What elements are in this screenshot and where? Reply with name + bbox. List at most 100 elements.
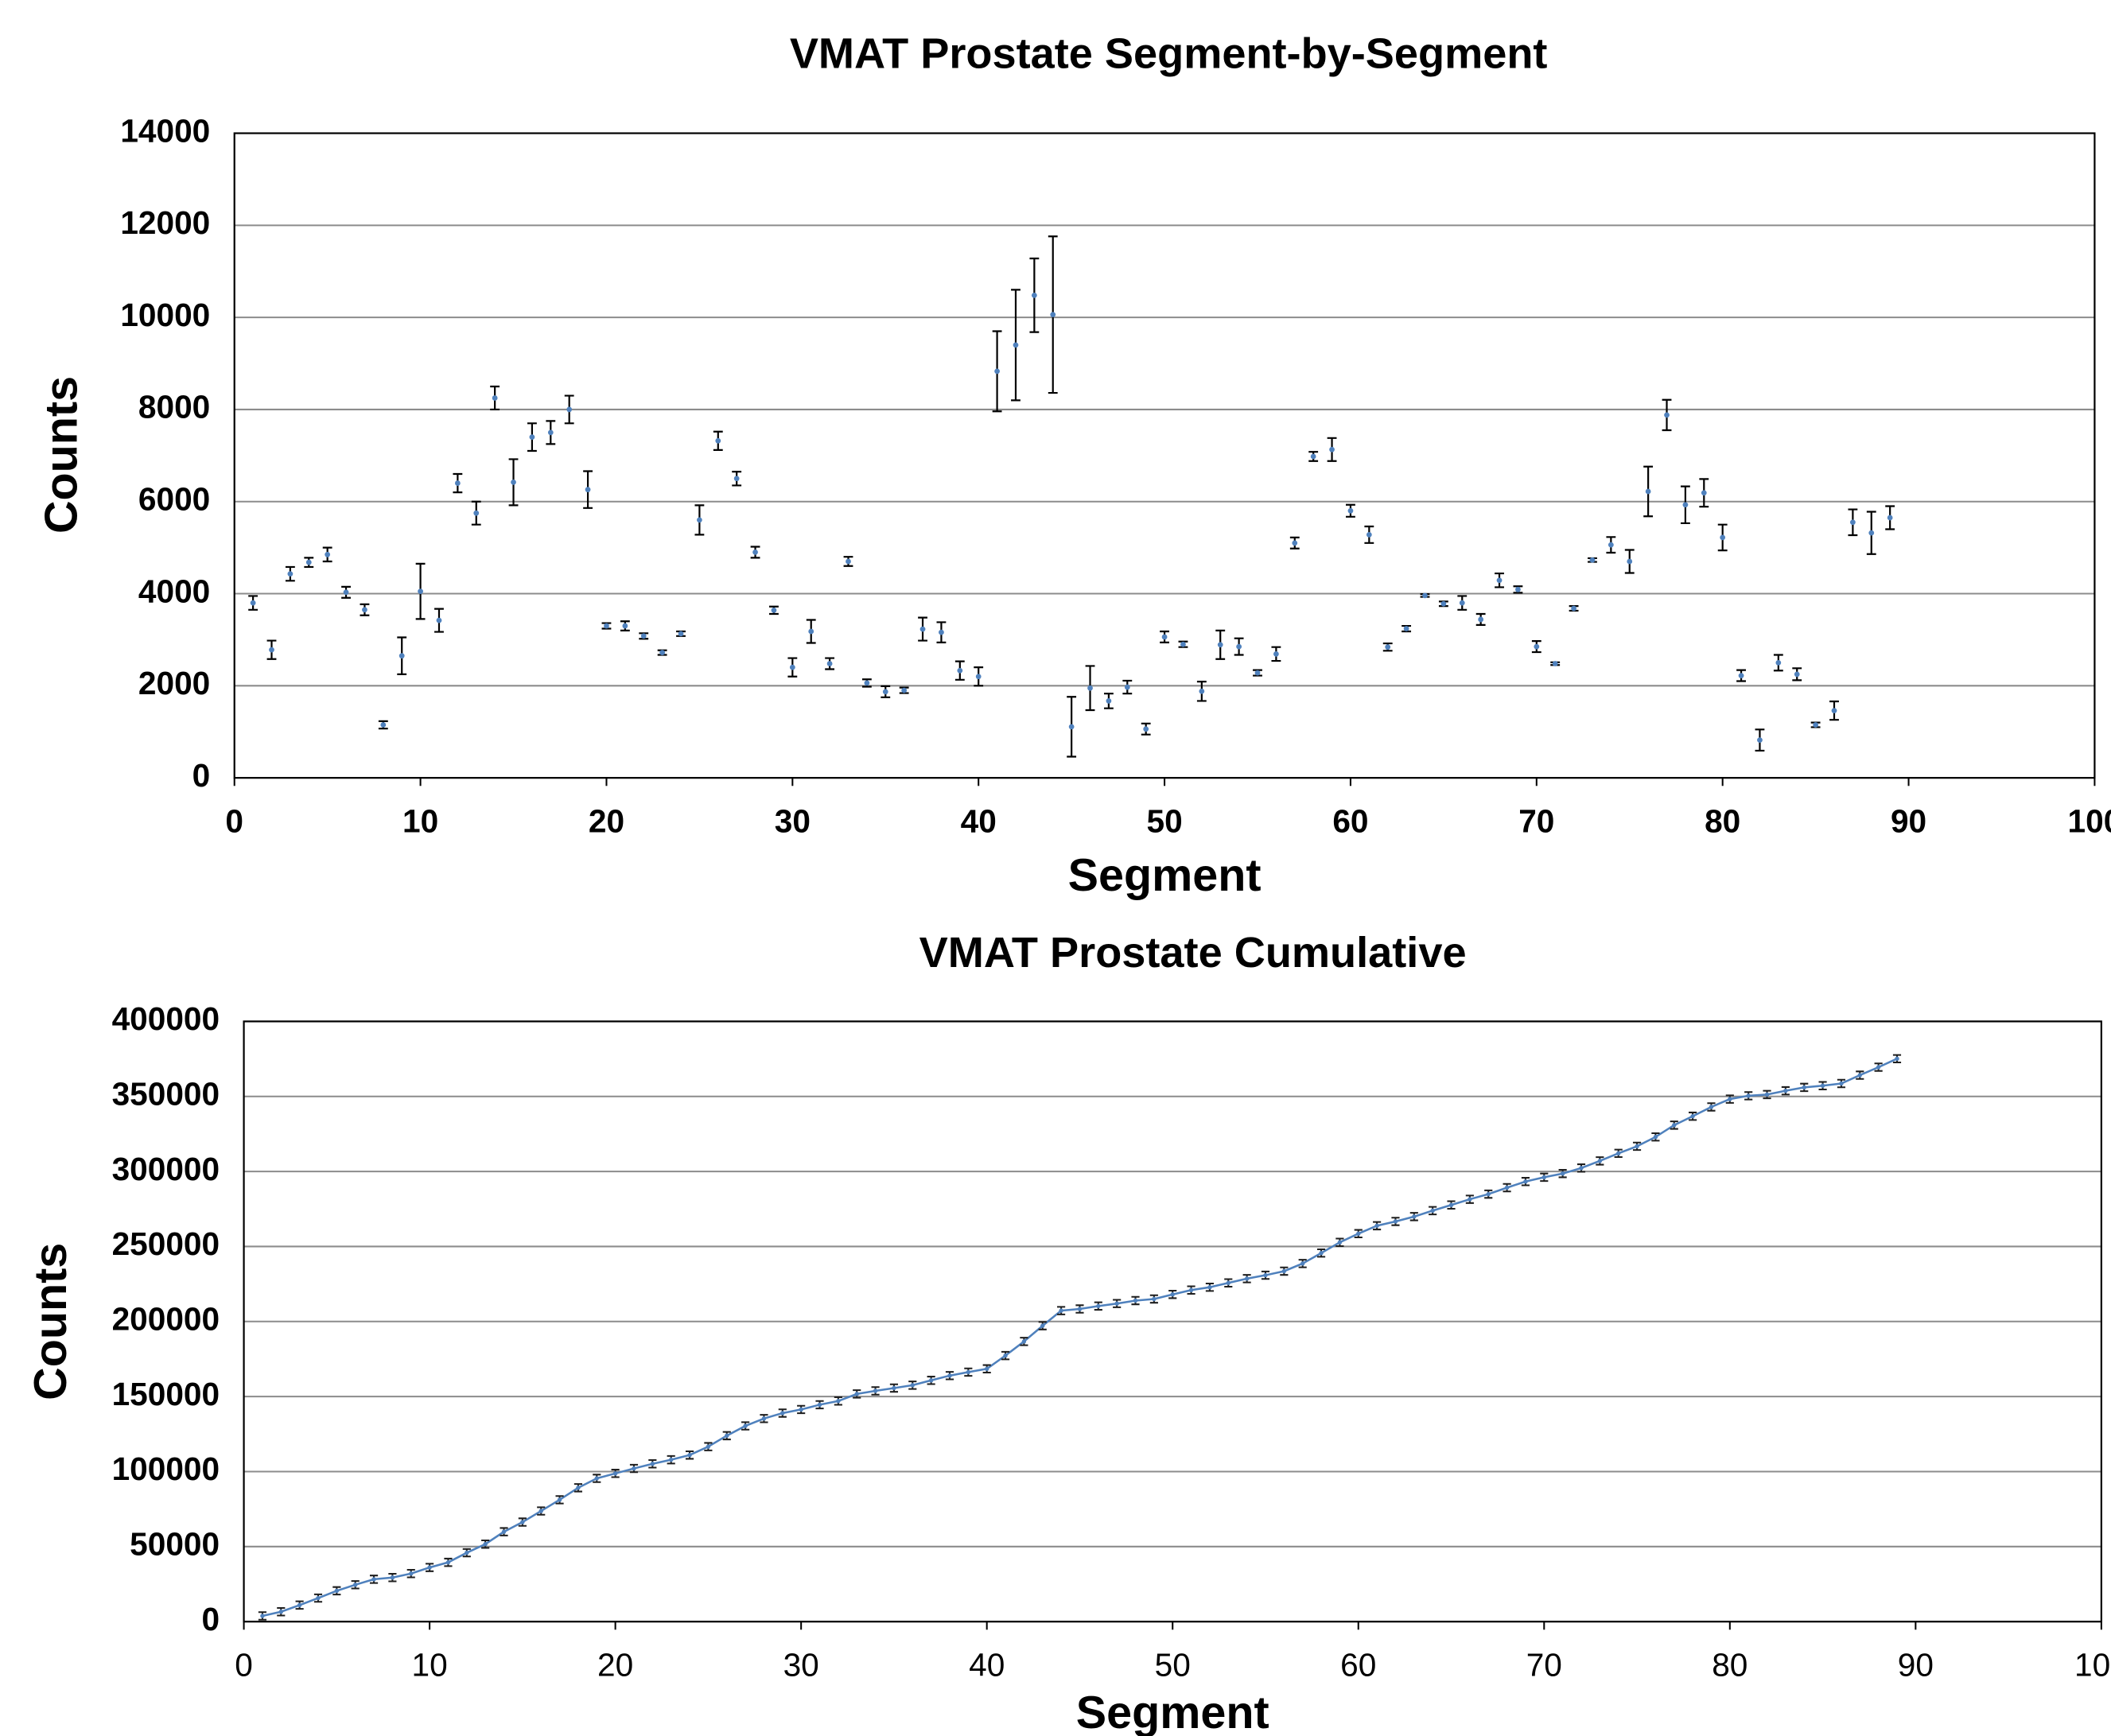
x-tick-label: 80 [1712, 1646, 1748, 1683]
x-tick-label: 10 [412, 1646, 448, 1683]
point [1597, 1159, 1603, 1163]
point [1757, 737, 1763, 744]
y-tick-label: 6000 [138, 480, 210, 517]
point [409, 1571, 414, 1576]
point [846, 558, 851, 565]
y-tick-label: 250000 [112, 1225, 220, 1262]
point [305, 559, 312, 565]
point [928, 1378, 934, 1383]
point [352, 1583, 358, 1587]
point [910, 1383, 915, 1388]
point [1608, 542, 1614, 548]
point [1133, 1298, 1138, 1303]
point [1839, 1081, 1844, 1086]
point [808, 628, 814, 635]
point [1478, 616, 1484, 623]
point [1347, 507, 1354, 514]
x-tick-label: 0 [235, 1646, 253, 1683]
x-tick-label: 70 [1526, 1646, 1562, 1683]
point [975, 674, 982, 680]
point [343, 589, 349, 596]
y-tick-label: 350000 [112, 1075, 220, 1112]
point [1236, 643, 1242, 650]
y-tick-label: 300000 [112, 1151, 220, 1187]
point [390, 1575, 395, 1580]
point [1709, 1105, 1714, 1109]
point [278, 1610, 283, 1614]
point [465, 1550, 469, 1555]
point [1653, 1134, 1658, 1140]
point [427, 1565, 432, 1570]
x-tick-label: 10 [402, 802, 438, 839]
point [511, 480, 516, 485]
point [269, 647, 274, 653]
line [262, 1058, 1898, 1618]
point [585, 487, 591, 493]
point [1096, 1303, 1101, 1309]
point [1764, 1092, 1770, 1097]
point [994, 368, 1000, 375]
x-tick-label: 70 [1518, 802, 1554, 839]
point [1486, 1191, 1491, 1197]
point [725, 1433, 729, 1439]
point [659, 650, 666, 656]
point [854, 1392, 859, 1396]
y-axis-title: Counts [37, 376, 87, 534]
x-tick-label: 90 [1898, 1646, 1934, 1683]
point [1021, 1339, 1027, 1344]
point [733, 476, 740, 482]
plot-frame [243, 1020, 2102, 1623]
point [1180, 641, 1186, 647]
point [1831, 708, 1837, 713]
point [780, 1411, 785, 1416]
chart-title: VMAT Prostate Segment-by-Segment [790, 29, 1548, 77]
y-axis-title: Counts [25, 1243, 76, 1400]
x-tick-label: 30 [775, 802, 811, 839]
point [706, 1444, 711, 1449]
x-tick-label: 80 [1705, 802, 1740, 839]
point [1448, 1202, 1454, 1207]
point [799, 1407, 803, 1412]
x-tick-label: 40 [969, 1646, 1005, 1683]
x-tick-label: 100 [2068, 802, 2111, 839]
point [761, 1416, 767, 1421]
point [501, 1529, 507, 1534]
point [520, 1520, 525, 1524]
y-tick-label: 10000 [120, 297, 210, 333]
point [817, 1402, 822, 1408]
point [892, 1385, 896, 1391]
point [1820, 1083, 1825, 1088]
point [1813, 722, 1818, 728]
point [1738, 673, 1744, 678]
point [957, 667, 963, 674]
point [576, 1486, 581, 1490]
point [1412, 1214, 1417, 1219]
point [966, 1369, 971, 1375]
point [1403, 626, 1409, 631]
point [947, 1373, 952, 1378]
point [297, 1602, 302, 1608]
point [594, 1476, 599, 1481]
point [1254, 670, 1261, 676]
point [1728, 1097, 1732, 1101]
y-tick-label: 50000 [130, 1526, 220, 1563]
point [650, 1462, 655, 1466]
x-tick-label: 30 [783, 1646, 819, 1683]
point [1226, 1280, 1230, 1285]
point [1541, 1175, 1546, 1180]
point [1552, 661, 1558, 666]
y-tick-label: 100000 [112, 1451, 220, 1487]
point [492, 395, 498, 401]
point [882, 689, 888, 695]
point [398, 653, 405, 659]
point [1627, 558, 1633, 565]
point [1635, 1144, 1639, 1149]
point [1207, 1284, 1212, 1290]
point [1895, 1056, 1899, 1062]
x-tick-label: 100 [2074, 1646, 2111, 1683]
point [622, 623, 628, 629]
point [901, 687, 908, 693]
point [1170, 1292, 1175, 1297]
point [826, 661, 833, 666]
